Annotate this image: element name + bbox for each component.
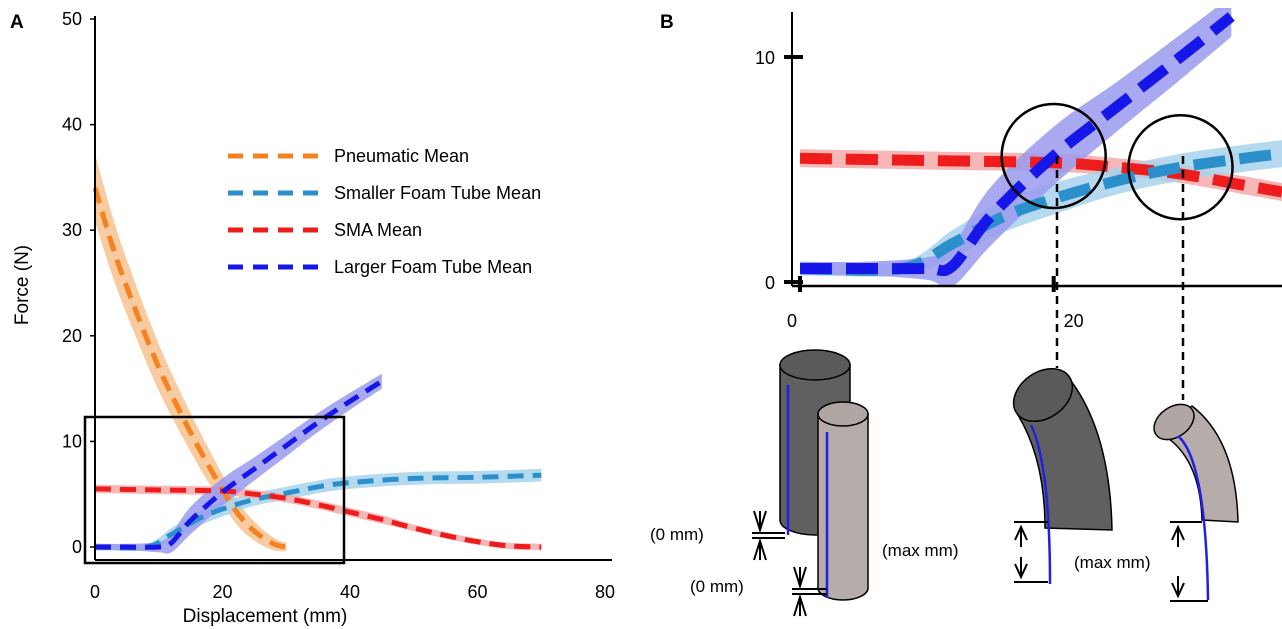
panel-a-y-tick-label: 50 <box>62 9 82 29</box>
label-max-mm-left: (max mm) <box>882 541 958 560</box>
legend-label: Larger Foam Tube Mean <box>334 257 532 277</box>
label-zero-mm-upper: (0 mm) <box>650 525 704 544</box>
large-tube-bent <box>1012 367 1113 585</box>
panel-b-circles <box>1000 102 1234 221</box>
panel-a-y-tick-label: 10 <box>62 431 82 451</box>
wire-large-bent <box>1029 424 1052 585</box>
legend-item-larger-foam-tube-mean: Larger Foam Tube Mean <box>228 257 532 277</box>
b-series-3-band <box>800 8 1232 286</box>
legend-label: Smaller Foam Tube Mean <box>334 183 541 203</box>
panel-a-y-axis-title: Force (N) <box>12 245 33 325</box>
small-tube-bent <box>1153 403 1239 601</box>
legend-item-smaller-foam-tube-mean: Smaller Foam Tube Mean <box>228 183 541 203</box>
panel-b-y-tick-label: 0 <box>765 273 775 293</box>
panel-a-bands <box>95 154 542 554</box>
legend-label: Pneumatic Mean <box>334 146 469 166</box>
panel-b-x-tick-label: 0 <box>787 311 797 331</box>
panel-a-y-tick-label: 20 <box>62 326 82 346</box>
panel-b-lines <box>799 12 1282 277</box>
legend-item-pneumatic-mean: Pneumatic Mean <box>228 146 469 166</box>
panel-a-x-tick-label: 80 <box>595 582 615 602</box>
wire-small-bent <box>1177 435 1210 601</box>
measure-markers <box>752 510 1208 617</box>
panel-a-letter: A <box>10 12 24 33</box>
b-series-1-mean-line <box>799 152 1282 198</box>
highlight-circle-1 <box>1000 102 1107 210</box>
label-zero-mm-lower: (0 mm) <box>690 577 744 596</box>
legend: Pneumatic Mean Smaller Foam Tube Mean SMA … <box>228 146 541 277</box>
zoom-box <box>83 415 346 565</box>
panel-a-axes <box>94 16 612 561</box>
label-max-mm-right: (max mm) <box>1074 553 1150 572</box>
larger-foam-tube-mean-band <box>95 373 382 554</box>
highlight-circle-2 <box>1127 114 1234 221</box>
panel-b-x-tick-label: 20 <box>1064 311 1084 331</box>
panel-a-x-tick-label: 40 <box>340 582 360 602</box>
panel-b-bands <box>800 8 1282 286</box>
panel-a-x-tick-label: 0 <box>90 582 100 602</box>
panel-a-x-tick-label: 20 <box>212 582 232 602</box>
panel-a-x-axis-title: Displacement (mm) <box>183 606 348 627</box>
panel-a-y-tick-label: 0 <box>72 537 82 557</box>
panel-a-y-tick-label: 40 <box>62 115 82 135</box>
panel-b-y-tick-label: 10 <box>755 48 775 68</box>
pneumatic-mean-mean-line <box>92 187 287 550</box>
panel-a-ticks: 0 20 40 60 80 0 10 20 30 40 50 <box>62 9 615 602</box>
small-tube-straight <box>817 401 869 601</box>
legend-item-sma-mean: SMA Mean <box>228 220 422 240</box>
legend-label: SMA Mean <box>334 220 422 240</box>
panel-b-letter: B <box>660 12 674 33</box>
panel-a-x-tick-label: 60 <box>467 582 487 602</box>
panel-b-ticks: 0 10 0 20 <box>755 48 1084 331</box>
panel-a-y-tick-label: 30 <box>62 220 82 240</box>
